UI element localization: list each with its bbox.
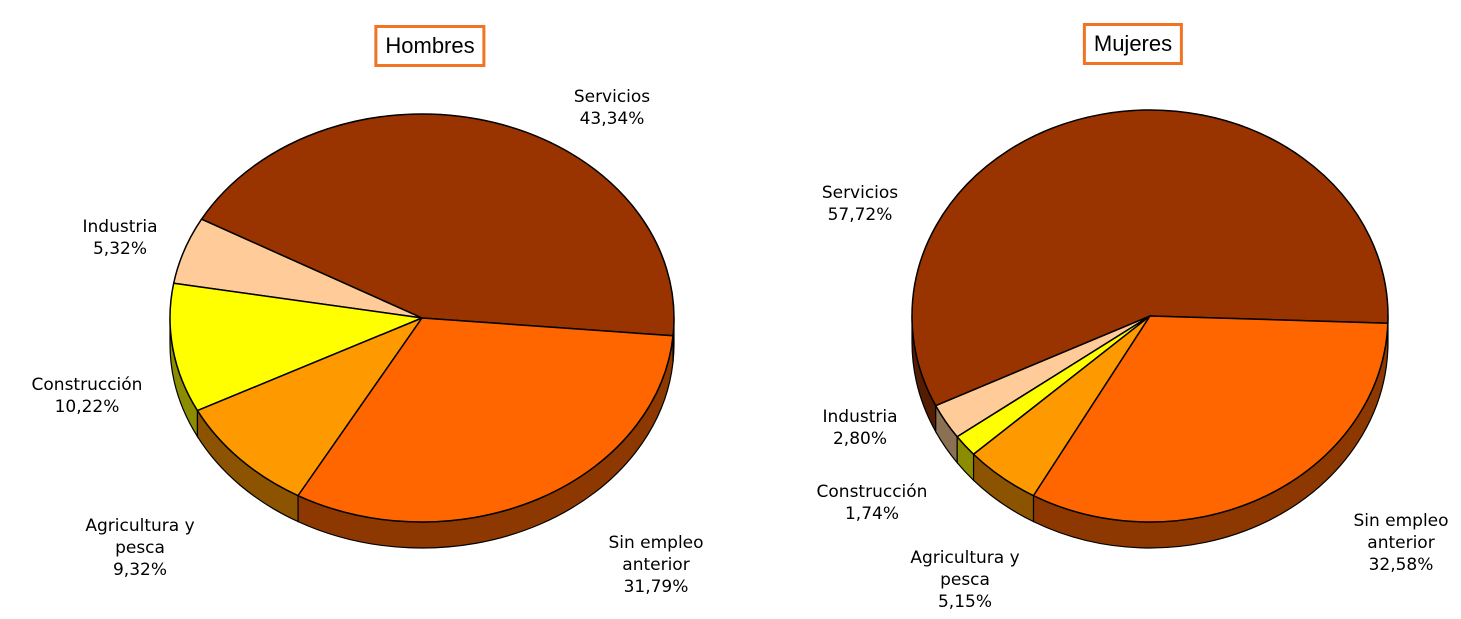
slice-label: Industria 2,80%: [785, 406, 935, 450]
category-name: Industria: [82, 217, 158, 237]
pie-slice: [911, 109, 1389, 407]
slice-label: Sin empleo anterior 31,79%: [581, 532, 731, 598]
value-label: 9,32%: [112, 560, 167, 580]
category-name: Servicios: [821, 183, 899, 203]
slice-label: Servicios 57,72%: [785, 182, 935, 226]
value-label: 43,34%: [579, 109, 645, 129]
chart-title: Mujeres: [1082, 23, 1184, 65]
slice-label: Agricultura y pesca 5,15%: [890, 547, 1040, 613]
value-label: 5,32%: [92, 239, 147, 259]
chart-title: Hombres: [374, 25, 486, 67]
slice-label: Servicios 43,34%: [537, 86, 687, 130]
pie-slice: [196, 317, 423, 497]
slice-label: Industria 5,32%: [45, 216, 195, 260]
category-name: Servicios: [573, 87, 651, 107]
category-name: Construcción: [816, 482, 928, 502]
slice-label: Agricultura y pesca 9,32%: [65, 515, 215, 581]
value-label: 31,79%: [623, 577, 689, 597]
category-name: Industria: [822, 407, 898, 427]
category-name: Agricultura y pesca: [85, 516, 195, 558]
slice-label: Sin empleo anterior 32,58%: [1326, 510, 1461, 576]
pie-slice: [200, 113, 675, 337]
pie-slice: [169, 282, 423, 412]
category-name: Construcción: [31, 375, 143, 395]
category-name: Agricultura y pesca: [910, 548, 1020, 590]
slice-label: Construcción 10,22%: [12, 374, 162, 418]
value-label: 1,74%: [844, 504, 899, 524]
value-label: 32,58%: [1368, 555, 1434, 575]
pie-slice: [297, 317, 674, 523]
pie-slice: [1032, 315, 1389, 523]
value-label: 10,22%: [54, 397, 120, 417]
category-name: Sin empleo anterior: [608, 533, 704, 575]
value-label: 5,15%: [937, 592, 992, 612]
value-label: 57,72%: [827, 205, 893, 225]
slice-label: Construcción 1,74%: [797, 481, 947, 525]
value-label: 2,80%: [832, 429, 887, 449]
category-name: Sin empleo anterior: [1353, 511, 1449, 553]
